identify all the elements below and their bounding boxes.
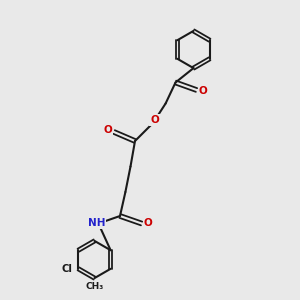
Text: O: O <box>103 124 112 135</box>
Text: O: O <box>150 115 159 125</box>
Text: Cl: Cl <box>61 264 72 274</box>
Text: O: O <box>144 218 153 229</box>
Text: O: O <box>199 86 208 97</box>
Text: CH₃: CH₃ <box>85 282 103 291</box>
Text: NH: NH <box>88 218 106 228</box>
